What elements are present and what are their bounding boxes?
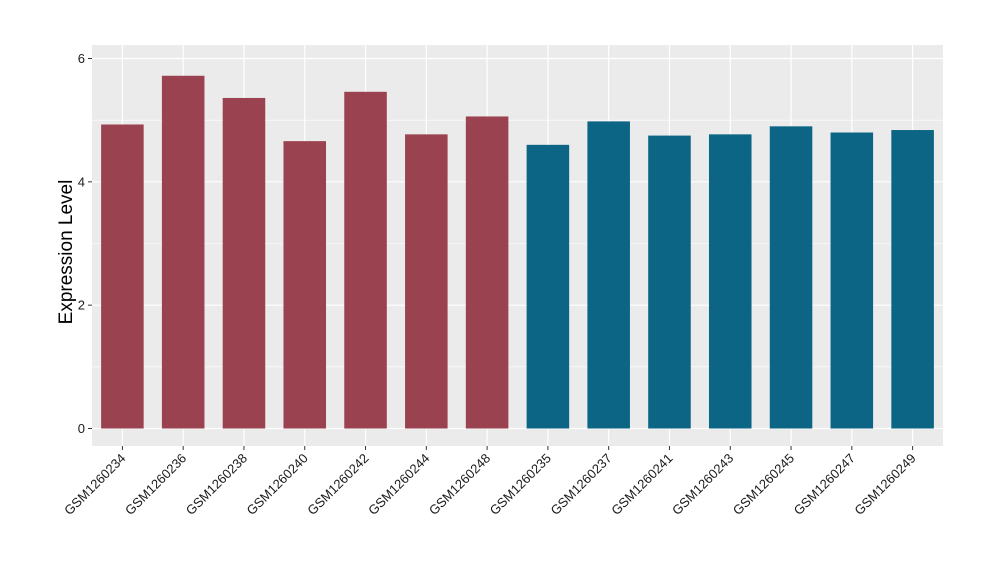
x-tick-label: GSM1260237	[547, 451, 614, 518]
bar-GSM1260240	[283, 141, 327, 429]
x-tick-label: GSM1260248	[426, 451, 493, 518]
bar-GSM1260237	[587, 121, 630, 429]
y-tick-label: 6	[78, 51, 85, 66]
y-tick-label: 0	[78, 421, 85, 436]
bar-GSM1260243	[708, 134, 752, 429]
x-tick-label: GSM1260235	[487, 451, 554, 518]
x-tick-label: GSM1260241	[608, 451, 675, 518]
bar-GSM1260236	[161, 75, 205, 429]
x-tick-label: GSM1260242	[304, 451, 371, 518]
bar-GSM1260244	[405, 134, 448, 429]
x-tick-label: GSM1260234	[61, 451, 128, 518]
bar-GSM1260248	[465, 116, 509, 429]
bar-GSM1260247	[830, 132, 874, 429]
x-tick-label: GSM1260245	[730, 451, 797, 518]
bar-GSM1260249	[891, 130, 934, 429]
bar-GSM1260241	[648, 135, 691, 429]
x-tick-label: GSM1260236	[122, 451, 189, 518]
plot-panel	[92, 45, 943, 446]
y-axis-title: Expression Level	[56, 180, 77, 325]
x-tick-label: GSM1260244	[365, 451, 432, 518]
bar-GSM1260242	[344, 91, 387, 429]
x-tick-label: GSM1260249	[851, 451, 918, 518]
bar-GSM1260235	[526, 144, 570, 429]
x-tick-label: GSM1260243	[669, 451, 736, 518]
y-tick-label: 2	[78, 298, 85, 313]
bars	[101, 75, 934, 429]
bar-GSM1260238	[222, 97, 266, 429]
x-tick-label: GSM1260238	[183, 451, 250, 518]
bar-GSM1260234	[101, 124, 144, 429]
x-tick-label: GSM1260240	[244, 451, 311, 518]
x-tick-label: GSM1260247	[791, 451, 858, 518]
bar-GSM1260245	[769, 126, 813, 429]
y-tick-label: 4	[78, 174, 85, 189]
